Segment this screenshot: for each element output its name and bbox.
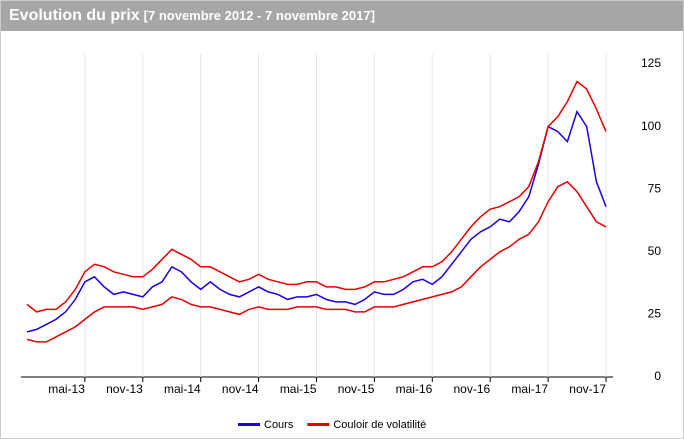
x-tick-label: nov-17 <box>569 382 606 396</box>
line-1 <box>26 80 607 313</box>
line-0 <box>26 109 607 333</box>
x-tick-label: nov-15 <box>338 382 375 396</box>
chart-title: Evolution du prix <box>9 7 140 24</box>
y-tick-label: 50 <box>648 244 662 258</box>
legend-swatch <box>238 423 260 426</box>
x-tick-label: mai-17 <box>511 382 548 396</box>
x-tick-label: mai-15 <box>280 382 317 396</box>
band-lower <box>26 180 607 343</box>
x-tick-label: mai-13 <box>48 382 85 396</box>
chart: mai-13 nov-13 mai-14 nov-14 mai-15 nov-15 mai-… <box>21 54 662 431</box>
y-tick-label: 0 <box>654 369 661 383</box>
x-tick-label: nov-16 <box>453 382 490 396</box>
header: Evolution du prix [7 novembre 2012 - 7 no… <box>1 1 683 31</box>
chart-subtitle: [7 novembre 2012 - 7 novembre 2017] <box>143 8 375 23</box>
x-tick-label: nov-13 <box>106 382 143 396</box>
y-tick-label: 125 <box>641 56 661 70</box>
x-tick-label: mai-14 <box>164 382 201 396</box>
legend-label: Couloir de volatilité <box>333 419 426 431</box>
x-tick-label: mai-16 <box>396 382 433 396</box>
legend-swatch <box>307 423 330 426</box>
legend-label: Cours <box>264 419 294 431</box>
y-tick-label: 75 <box>648 181 662 195</box>
x-tick-label: nov-14 <box>222 382 259 396</box>
y-tick-label: 100 <box>641 119 661 133</box>
y-tick-label: 25 <box>648 307 662 321</box>
